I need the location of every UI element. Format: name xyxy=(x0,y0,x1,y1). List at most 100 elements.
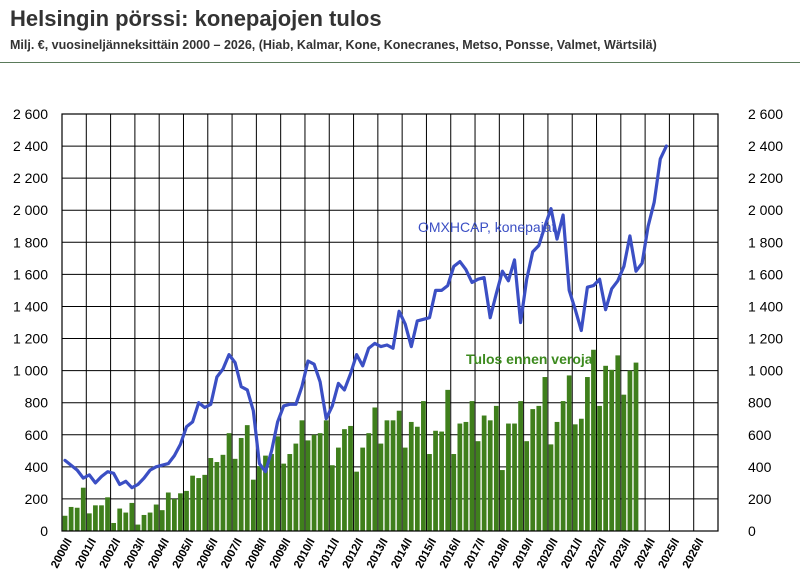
bar-85 xyxy=(578,418,584,531)
y-tick-right-11: 2 200 xyxy=(748,170,783,186)
bar-63 xyxy=(445,389,451,531)
bar-64 xyxy=(451,454,457,531)
y-tick-right-13: 2 600 xyxy=(748,106,783,122)
bar-39 xyxy=(299,420,305,531)
y-tick-right-8: 1 600 xyxy=(748,266,783,282)
bar-69 xyxy=(481,415,487,531)
bar-16 xyxy=(159,510,165,531)
y-tick-left-13: 2 600 xyxy=(13,106,48,122)
x-tick-11: 2011/I xyxy=(317,537,342,570)
bar-8 xyxy=(111,522,116,531)
bar-47 xyxy=(348,425,353,531)
bar-29 xyxy=(238,437,244,531)
bar-21 xyxy=(190,475,195,531)
bar-40 xyxy=(305,440,311,531)
bar-76 xyxy=(524,441,530,531)
bar-61 xyxy=(433,430,438,531)
x-tick-8: 2008/I xyxy=(244,537,270,571)
x-tick-16: 2016/I xyxy=(438,537,464,571)
y-tick-left-4: 800 xyxy=(25,395,49,411)
bar-92 xyxy=(621,394,627,531)
bar-19 xyxy=(178,493,183,531)
bar-56 xyxy=(402,447,408,531)
bar-77 xyxy=(530,409,536,531)
bar-52 xyxy=(378,443,384,531)
y-tick-left-2: 400 xyxy=(25,459,49,475)
x-tick-22: 2022/I xyxy=(584,537,610,571)
bar-54 xyxy=(390,420,396,531)
bar-43 xyxy=(323,420,329,531)
x-tick-14: 2014/I xyxy=(389,537,415,571)
bar-60 xyxy=(427,454,432,531)
bar-44 xyxy=(329,465,335,531)
bar-23 xyxy=(202,474,208,531)
y-tick-right-12: 2 400 xyxy=(748,138,783,154)
y-tick-right-5: 1 000 xyxy=(748,363,783,379)
bar-9 xyxy=(117,508,123,531)
x-tick-21: 2021/I xyxy=(559,537,585,571)
bar-55 xyxy=(396,410,402,531)
x-tick-26: 2026/I xyxy=(681,537,707,571)
bar-78 xyxy=(536,405,542,531)
bar-7 xyxy=(105,497,110,531)
y-tick-left-9: 1 800 xyxy=(13,234,48,250)
bar-series-tulos xyxy=(62,349,639,531)
bar-45 xyxy=(336,447,341,531)
x-tick-18: 2018/I xyxy=(486,537,512,571)
y-tick-right-1: 200 xyxy=(748,491,772,507)
bar-24 xyxy=(208,458,214,531)
bar-91 xyxy=(615,355,621,531)
bar-57 xyxy=(408,421,414,531)
x-tick-3: 2003/I xyxy=(122,537,148,571)
bar-70 xyxy=(487,420,493,531)
series-line-omxhcap xyxy=(63,144,669,490)
bar-25 xyxy=(214,462,220,531)
plot-frame xyxy=(61,113,719,532)
y-tick-left-7: 1 400 xyxy=(13,298,48,314)
x-tick-19: 2019/I xyxy=(511,537,537,571)
plot-border xyxy=(61,113,719,532)
bar-51 xyxy=(372,407,378,531)
y-tick-left-3: 600 xyxy=(25,427,49,443)
x-tick-20: 2020/I xyxy=(535,537,561,571)
bar-49 xyxy=(360,447,366,531)
bar-58 xyxy=(414,426,420,531)
y-tick-right-6: 1 200 xyxy=(748,331,783,347)
line-series-omxhcap xyxy=(63,144,669,490)
bar-62 xyxy=(439,431,444,531)
bar-33 xyxy=(263,455,268,531)
bar-93 xyxy=(627,370,633,531)
bar-22 xyxy=(196,478,202,531)
bar-88 xyxy=(597,405,602,531)
bar-38 xyxy=(293,443,299,531)
bar-13 xyxy=(141,514,147,531)
bar-75 xyxy=(518,401,523,531)
bar-66 xyxy=(463,421,469,531)
bar-65 xyxy=(457,423,463,531)
bar-30 xyxy=(244,425,250,531)
bar-10 xyxy=(123,512,129,531)
bar-32 xyxy=(257,466,262,531)
bar-6 xyxy=(99,505,104,531)
y-tick-left-1: 200 xyxy=(25,491,49,507)
x-tick-12: 2012/I xyxy=(341,537,367,571)
y-tick-right-2: 400 xyxy=(748,459,772,475)
chart-subtitle: Milj. €, vuosineljänneksittäin 2000 – 20… xyxy=(10,38,657,52)
bar-68 xyxy=(475,441,481,531)
x-tick-10: 2010/I xyxy=(292,537,318,571)
x-tick-24: 2024/I xyxy=(632,537,658,571)
bar-37 xyxy=(287,454,293,531)
bar-0 xyxy=(62,515,68,531)
bar-18 xyxy=(172,498,177,531)
x-tick-4: 2004/I xyxy=(146,537,172,571)
bar-67 xyxy=(469,401,475,531)
bar-42 xyxy=(317,433,323,531)
x-tick-2: 2002/I xyxy=(98,537,124,571)
bar-41 xyxy=(311,434,317,531)
bar-15 xyxy=(153,504,159,531)
bar-86 xyxy=(585,377,590,531)
series-label-tulos: Tulos ennen veroja xyxy=(466,351,593,367)
x-tick-0: 2000/I xyxy=(49,537,75,571)
bar-4 xyxy=(86,513,92,531)
